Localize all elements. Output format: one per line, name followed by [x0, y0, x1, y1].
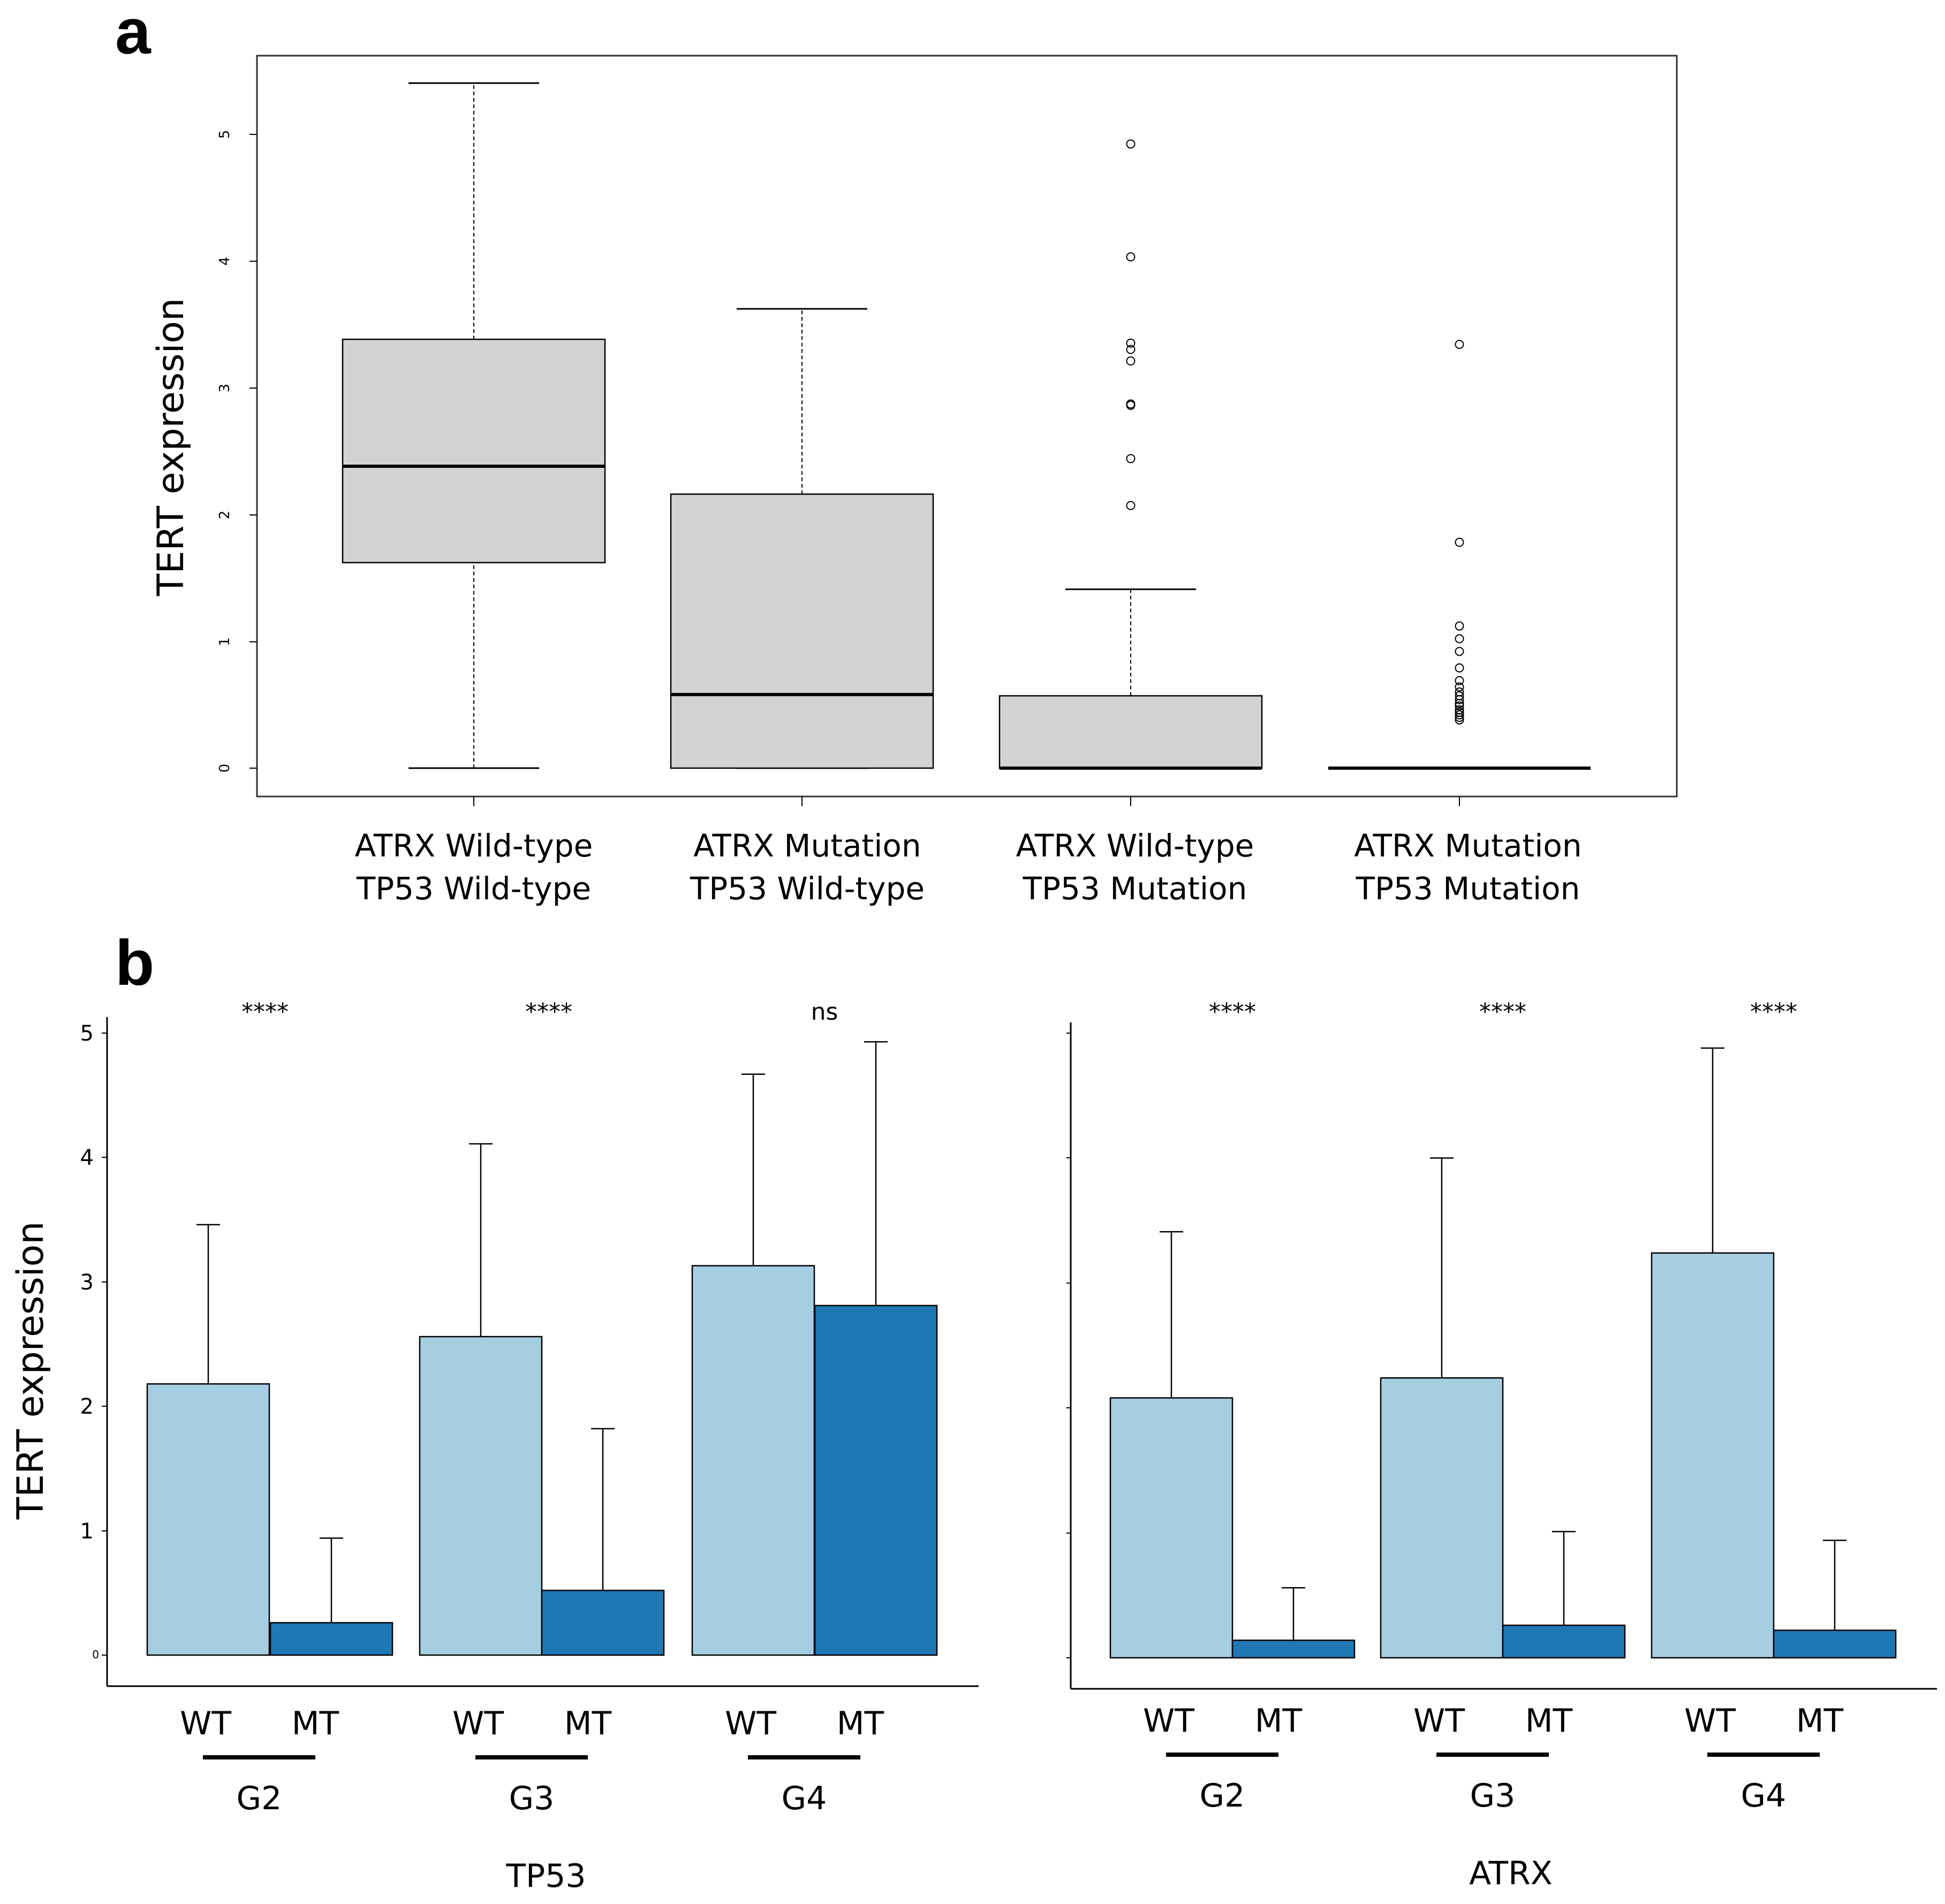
mt-bar [814, 1304, 938, 1656]
outlier-point [1455, 339, 1464, 349]
plot-b-ytick-label: 1 [80, 1519, 94, 1544]
wt-bar [1109, 1397, 1233, 1659]
wt-label: WT [1684, 1702, 1736, 1740]
outlier-point [1126, 338, 1136, 348]
plot-a-ytick-label: 0 [217, 764, 233, 773]
plot-a-category-label: TP53 Mutation [1356, 870, 1580, 907]
significance-label: **** [1209, 998, 1256, 1026]
outlier-point [1455, 621, 1464, 631]
plot-b-ytick-label: 4 [80, 1146, 94, 1170]
plot-a-ytick-label: 5 [217, 130, 233, 139]
plot-a-category-label: TP53 Wild-type [690, 870, 925, 907]
mt-label: MT [837, 1705, 884, 1742]
outlier-point [1455, 695, 1464, 704]
group-label: G3 [509, 1780, 555, 1817]
plot-a-ytick-label: 1 [217, 638, 233, 647]
outlier-point [1455, 537, 1464, 547]
plot-b-right-xlabel: ATRX [1469, 1855, 1553, 1892]
mt-bar [1502, 1625, 1626, 1659]
outlier-point [1455, 634, 1464, 643]
mt-bar [541, 1589, 665, 1656]
outlier-point [1126, 500, 1136, 510]
plot-b-ylabel: TERT expression [10, 1222, 52, 1520]
mt-label: MT [1796, 1702, 1844, 1740]
plot-a-ylabel: TERT expression [150, 298, 192, 597]
group-label: G2 [237, 1780, 282, 1817]
outlier-point [1126, 252, 1136, 262]
mt-label: MT [1525, 1702, 1573, 1740]
group-label: G2 [1200, 1777, 1245, 1815]
mt-label: MT [1255, 1702, 1303, 1740]
plot-b-ytick-label: 2 [80, 1394, 94, 1419]
outlier-point [1126, 454, 1136, 464]
group-label: G3 [1470, 1777, 1516, 1815]
wt-label: WT [1143, 1702, 1194, 1740]
plot-b-ytick-label: 3 [80, 1270, 94, 1295]
significance-label: **** [525, 998, 572, 1026]
plot-a-category-label: ATRX Mutation [1354, 828, 1581, 864]
plot-a-boxes [342, 82, 1591, 770]
outlier-point [1455, 682, 1464, 692]
significance-label: ns [811, 998, 838, 1026]
wt-bar [1380, 1377, 1504, 1659]
plot-b-ytick-label: 0 [92, 1648, 99, 1661]
mt-bar [1231, 1640, 1356, 1659]
plot-b-left-xlabel: TP53 [505, 1857, 586, 1895]
plot-a-category-label: ATRX Wild-type [355, 828, 593, 864]
outlier-point [1455, 663, 1464, 673]
outlier-point [1126, 400, 1136, 410]
outlier-point [1126, 356, 1136, 366]
outlier-point [1455, 712, 1464, 722]
outlier-point [1455, 647, 1464, 656]
outlier-point [1455, 710, 1464, 719]
plot-a-ytick-label: 2 [217, 511, 233, 520]
wt-bar [419, 1336, 543, 1656]
outlier-point [1126, 345, 1136, 354]
wt-label: WT [1413, 1702, 1465, 1740]
mt-bar [1773, 1629, 1897, 1659]
plot-b-ytick-label: 5 [80, 1021, 94, 1046]
plot-a-category-label: ATRX Wild-type [1016, 828, 1254, 864]
mt-bar [269, 1622, 393, 1656]
plot-b-left-yticks: 0 1 2 3 4 5 [80, 1021, 107, 1661]
plot-a-ytick-label: 3 [217, 384, 233, 393]
significance-label: **** [1750, 998, 1797, 1026]
significance-label: **** [241, 998, 289, 1026]
mt-label: MT [564, 1705, 612, 1742]
wt-bar [146, 1383, 270, 1656]
wt-label: WT [452, 1705, 504, 1742]
plot-a-ytick-label: 4 [217, 257, 233, 266]
mt-label: MT [292, 1705, 339, 1742]
panel-label-b: b [115, 927, 154, 999]
outlier-point [1455, 701, 1464, 711]
box [342, 338, 606, 564]
plot-a-category-label: TP53 Wild-type [356, 870, 591, 907]
wt-label: WT [180, 1705, 231, 1742]
plot-a-category-label: ATRX Mutation [693, 828, 921, 864]
box [670, 493, 934, 769]
outlier-point [1455, 699, 1464, 708]
plot-a-category-label: TP53 Mutation [1023, 870, 1247, 907]
outlier-point [1126, 139, 1136, 149]
plot-b-right-yticks [1066, 1033, 1071, 1658]
group-label: G4 [1741, 1777, 1787, 1815]
outlier-point [1455, 715, 1464, 725]
wt-label: WT [725, 1705, 776, 1742]
significance-label: **** [1479, 998, 1526, 1026]
box [998, 695, 1263, 769]
plot-a-frame [256, 55, 1678, 798]
panel-label-a: a [115, 0, 152, 67]
outlier-point [1455, 676, 1464, 685]
plot-a-yaxis: 0 1 2 3 4 5 [217, 130, 257, 773]
wt-bar [1651, 1252, 1775, 1659]
wt-bar [691, 1265, 815, 1656]
group-label: G4 [782, 1780, 827, 1817]
